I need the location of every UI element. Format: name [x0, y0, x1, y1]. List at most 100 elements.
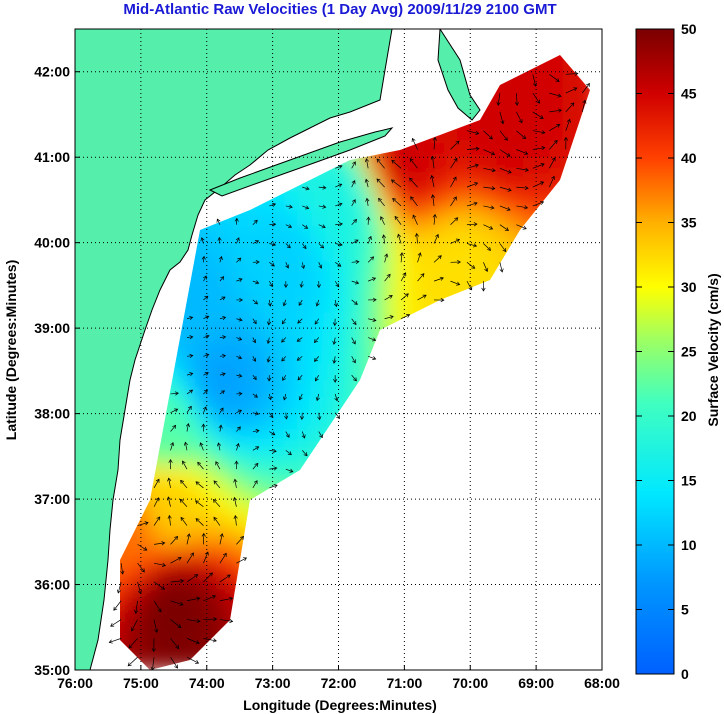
colorbar-tick-label: 35 — [681, 215, 697, 231]
velocity-arrowhead — [334, 397, 339, 402]
velocity-arrowhead — [253, 480, 258, 485]
velocity-arrowhead — [422, 294, 427, 299]
velocity-cell — [325, 191, 340, 210]
velocity-arrowhead — [336, 414, 341, 419]
velocity-arrow — [351, 239, 359, 244]
velocity-arrow — [378, 198, 385, 207]
velocity-arrowhead — [204, 372, 209, 376]
velocity-cell — [193, 259, 208, 278]
velocity-cell — [509, 174, 524, 193]
velocity-arrowhead — [496, 101, 501, 106]
velocity-arrow — [186, 656, 199, 664]
velocity-arrowhead — [204, 551, 209, 556]
x-tick-label: 70:00 — [452, 675, 488, 691]
velocity-arrowhead — [332, 359, 337, 364]
velocity-cell — [180, 413, 195, 432]
velocity-cell — [154, 550, 169, 569]
velocity-arrow — [302, 450, 308, 456]
velocity-arrowhead — [161, 541, 166, 546]
velocity-arrow — [234, 479, 237, 489]
velocity-cell — [496, 140, 511, 159]
velocity-arrow — [285, 468, 293, 473]
velocity-arrowhead — [195, 518, 200, 523]
velocity-cell — [206, 618, 221, 637]
velocity-arrowhead — [161, 562, 167, 568]
velocity-arrow — [416, 233, 418, 244]
velocity-cell — [285, 362, 300, 381]
velocity-cell — [562, 123, 577, 142]
velocity-cell — [312, 413, 327, 432]
velocity-arrowhead — [183, 441, 188, 446]
velocity-arrow — [391, 179, 402, 188]
velocity-arrowhead — [391, 159, 396, 164]
velocity-arrow — [450, 217, 458, 225]
velocity-arrow — [186, 406, 192, 413]
velocity-cell — [457, 208, 472, 227]
velocity-cell — [470, 242, 485, 261]
velocity-arrowhead — [219, 533, 224, 538]
velocity-arrowhead — [255, 446, 260, 451]
velocity-arrowhead — [182, 460, 186, 465]
velocity-cell — [430, 242, 445, 261]
velocity-cell — [298, 345, 314, 364]
velocity-arrow — [203, 275, 207, 282]
velocity-arrow — [499, 130, 508, 141]
velocity-cell — [338, 293, 353, 313]
velocity-cell — [193, 379, 208, 398]
velocity-arrowhead — [204, 295, 209, 300]
velocity-arrow — [186, 372, 193, 376]
velocity-arrow — [267, 356, 270, 363]
velocity-arrowhead — [481, 287, 486, 292]
velocity-arrowhead — [253, 393, 258, 398]
velocity-arrowhead — [189, 372, 194, 377]
velocity-arrow — [483, 167, 496, 172]
velocity-cell — [180, 481, 195, 501]
velocity-cell — [536, 88, 551, 107]
velocity-arrow — [219, 256, 222, 263]
velocity-arrow — [281, 356, 287, 362]
velocity-arrow — [170, 392, 179, 395]
velocity-arrow — [219, 336, 226, 338]
velocity-arrowhead — [217, 236, 222, 241]
velocity-cell — [417, 157, 432, 176]
velocity-cell — [285, 276, 300, 295]
velocity-arrowhead — [338, 222, 343, 227]
velocity-arrow — [410, 196, 418, 207]
velocity-arrowhead — [314, 357, 318, 362]
velocity-arrowhead — [201, 423, 206, 428]
velocity-arrow — [252, 337, 256, 343]
velocity-cell — [193, 396, 208, 415]
velocity-arrow — [236, 536, 244, 545]
velocity-arrowhead — [314, 320, 319, 325]
velocity-cell — [233, 362, 248, 381]
velocity-cell — [206, 276, 221, 295]
velocity-cell — [140, 584, 156, 603]
velocity-arrow — [365, 179, 369, 188]
velocity-arrow — [368, 318, 376, 321]
velocity-cell — [285, 328, 300, 347]
velocity-arrowhead — [376, 178, 381, 183]
velocity-arrowhead — [322, 204, 327, 209]
velocity-arrowhead — [187, 405, 192, 410]
colorbar-tick-label: 10 — [681, 537, 697, 553]
velocity-cell — [496, 208, 511, 227]
velocity-cell — [325, 276, 340, 295]
velocity-arrowhead — [452, 176, 457, 181]
velocity-arrowhead — [238, 336, 243, 341]
velocity-cell — [312, 379, 327, 398]
velocity-arrow — [186, 619, 200, 622]
velocity-arrow — [252, 356, 256, 362]
velocity-arrowhead — [551, 175, 555, 180]
colorbar-tick-label: 5 — [681, 602, 689, 618]
velocity-cell — [246, 242, 261, 261]
x-tick-label: 68:00 — [584, 675, 620, 691]
velocity-cell — [167, 584, 182, 603]
velocity-arrowhead — [128, 644, 133, 649]
velocity-cell — [364, 242, 380, 261]
velocity-arrowhead — [270, 262, 275, 267]
velocity-arrow — [186, 638, 200, 644]
velocity-cell — [298, 276, 314, 295]
velocity-cell — [219, 362, 235, 381]
velocity-arrow — [532, 181, 544, 188]
velocity-cell — [364, 157, 380, 176]
